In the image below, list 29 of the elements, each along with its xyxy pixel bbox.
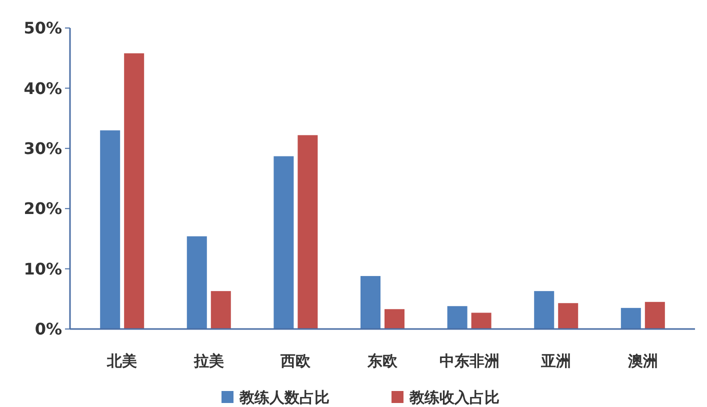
x-tick-label: 亚洲: [540, 352, 572, 370]
y-tick-label: 50%: [24, 18, 62, 38]
y-tick-label: 40%: [24, 78, 62, 98]
legend-label: 教练人数占比: [238, 388, 330, 406]
y-tick-label: 30%: [24, 139, 62, 158]
x-tick-label: 中东非洲: [439, 352, 500, 370]
bar: [447, 306, 468, 329]
x-tick-label: 东欧: [366, 352, 398, 370]
bar: [471, 312, 492, 329]
bar: [558, 303, 578, 329]
x-tick-label: 西欧: [280, 352, 312, 370]
bar: [210, 291, 231, 329]
bar: [384, 309, 404, 329]
bar: [124, 53, 144, 329]
bar: [534, 291, 554, 329]
x-tick-label: 拉美: [192, 352, 224, 370]
bar: [298, 135, 318, 329]
bar: [100, 130, 120, 329]
bar: [186, 236, 207, 329]
y-tick-label: 20%: [24, 199, 62, 218]
legend-label: 教练收入占比: [408, 388, 500, 406]
bar: [360, 276, 380, 329]
y-tick-label: 0%: [34, 320, 62, 339]
bar: [644, 302, 665, 329]
bar: [620, 308, 641, 329]
x-tick-label: 澳洲: [626, 352, 658, 370]
bar: [274, 156, 294, 329]
x-tick-label: 北美: [106, 352, 138, 370]
y-tick-label: 10%: [24, 259, 62, 278]
